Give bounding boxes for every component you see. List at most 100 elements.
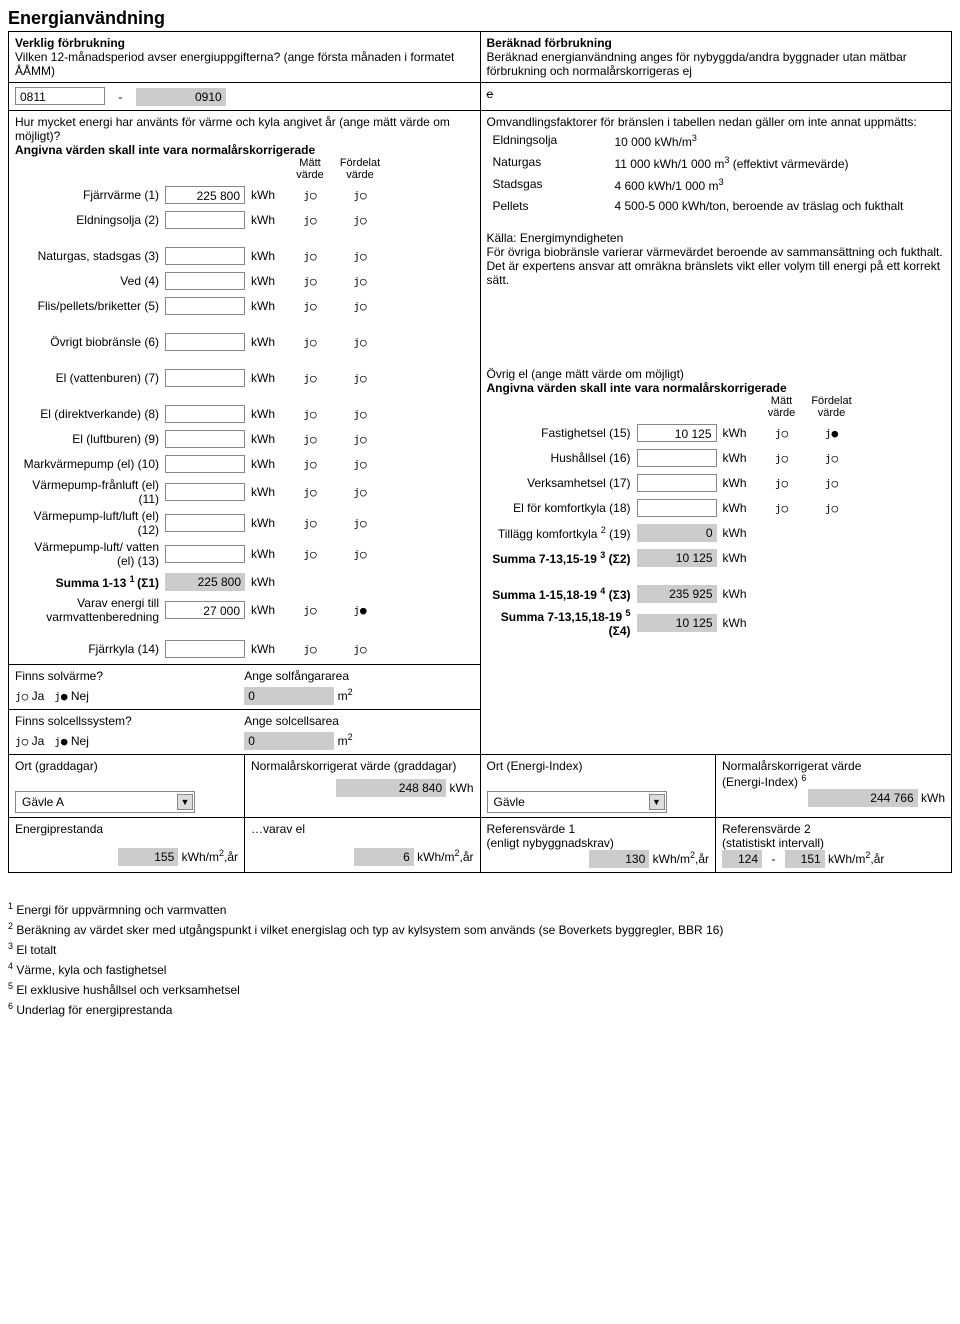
varav-val: 6 xyxy=(354,848,414,866)
input-16[interactable] xyxy=(637,449,717,467)
radio-vvm[interactable]: j○ xyxy=(285,604,335,617)
radio-10m[interactable]: j○ xyxy=(285,458,335,471)
input-11[interactable] xyxy=(165,483,245,501)
solc-area-lbl: Ange solcellsarea xyxy=(244,714,473,728)
solv-nej[interactable]: j● xyxy=(54,690,67,703)
solv-ja[interactable]: j○ xyxy=(15,690,28,703)
source-extra: För övriga biobränsle varierar värmevärd… xyxy=(487,245,946,287)
solc-q: Finns solcellssystem? xyxy=(15,714,244,728)
radio-8m[interactable]: j○ xyxy=(285,408,335,421)
radio-17f[interactable]: j○ xyxy=(807,477,857,490)
input-9[interactable] xyxy=(165,430,245,448)
radio-18m[interactable]: j○ xyxy=(757,502,807,515)
lbl-18: El för komfortkyla (18) xyxy=(487,501,637,515)
unit-1: kWh xyxy=(245,188,285,202)
input-7[interactable] xyxy=(165,369,245,387)
radio-10f[interactable]: j○ xyxy=(335,458,385,471)
radio-9f[interactable]: j○ xyxy=(335,433,385,446)
cv-k1: Eldningsolja xyxy=(489,131,609,151)
lbl-9: El (luftburen) (9) xyxy=(15,432,165,446)
input-2[interactable] xyxy=(165,211,245,229)
radio-14f[interactable]: j○ xyxy=(335,643,385,656)
radio-11m[interactable]: j○ xyxy=(285,486,335,499)
unit-vv: kWh xyxy=(245,603,285,617)
input-8[interactable] xyxy=(165,405,245,423)
radio-2f[interactable]: j○ xyxy=(335,214,385,227)
radio-5m[interactable]: j○ xyxy=(285,300,335,313)
left-heading: Verklig förbrukning xyxy=(15,36,474,50)
val-19: 0 xyxy=(637,524,717,542)
input-13[interactable] xyxy=(165,545,245,563)
radio-3f[interactable]: j○ xyxy=(335,250,385,263)
fn-4: Värme, kyla och fastighetsel xyxy=(16,963,166,977)
lbl-10: Markvärmepump (el) (10) xyxy=(15,457,165,471)
radio-13m[interactable]: j○ xyxy=(285,548,335,561)
input-6[interactable] xyxy=(165,333,245,351)
unit-10: kWh xyxy=(245,457,285,471)
radio-15m[interactable]: j○ xyxy=(757,427,807,440)
radio-16f[interactable]: j○ xyxy=(807,452,857,465)
ref1-lbl: Referensvärde 1 xyxy=(487,822,710,836)
right-heading: Beräknad förbrukning xyxy=(487,36,946,50)
radio-8f[interactable]: j○ xyxy=(335,408,385,421)
input-4[interactable] xyxy=(165,272,245,290)
input-vv[interactable]: 27 000 xyxy=(165,601,245,619)
ort-ei-select[interactable]: Gävle ▼ xyxy=(487,791,667,813)
solc-ja[interactable]: j○ xyxy=(15,735,28,748)
ort-grad-lbl: Ort (graddagar) xyxy=(15,759,238,773)
unit-s4: kWh xyxy=(717,616,757,630)
radio-5f[interactable]: j○ xyxy=(335,300,385,313)
col-matt: Mätt värde xyxy=(285,157,335,181)
radio-13f[interactable]: j○ xyxy=(335,548,385,561)
radio-16m[interactable]: j○ xyxy=(757,452,807,465)
input-12[interactable] xyxy=(165,514,245,532)
input-10[interactable] xyxy=(165,455,245,473)
cv-k4: Pellets xyxy=(489,197,609,215)
input-1[interactable]: 225 800 xyxy=(165,186,245,204)
unit-2: kWh xyxy=(245,213,285,227)
ref1-sub: (enligt nybyggnadskrav) xyxy=(487,836,710,850)
sum-1: 225 800 xyxy=(165,573,245,591)
radio-12m[interactable]: j○ xyxy=(285,517,335,530)
radio-6f[interactable]: j○ xyxy=(335,336,385,349)
cv-v1: 10 000 kWh/m3 xyxy=(611,131,944,151)
radio-2m[interactable]: j○ xyxy=(285,214,335,227)
ovrig-el-h: Övrig el (ange mätt värde om möjligt) xyxy=(487,367,946,381)
input-5[interactable] xyxy=(165,297,245,315)
radio-14m[interactable]: j○ xyxy=(285,643,335,656)
radio-1m[interactable]: j○ xyxy=(285,189,335,202)
radio-4f[interactable]: j○ xyxy=(335,275,385,288)
input-3[interactable] xyxy=(165,247,245,265)
solc-nej[interactable]: j● xyxy=(54,735,67,748)
radio-11f[interactable]: j○ xyxy=(335,486,385,499)
lbl-ja2: Ja xyxy=(32,734,45,748)
input-15[interactable]: 10 125 xyxy=(637,424,717,442)
radio-17m[interactable]: j○ xyxy=(757,477,807,490)
input-14[interactable] xyxy=(165,640,245,658)
varav-unit: kWh/m2,år xyxy=(417,850,473,864)
ort-grad-select[interactable]: Gävle A ▼ xyxy=(15,791,195,813)
radio-15f[interactable]: j● xyxy=(807,427,857,440)
ep-val: 155 xyxy=(118,848,178,866)
period-from-input[interactable]: 0811 xyxy=(15,87,105,105)
radio-3m[interactable]: j○ xyxy=(285,250,335,263)
m2-1: m2 xyxy=(338,689,353,703)
radio-6m[interactable]: j○ xyxy=(285,336,335,349)
col-matt-r: Mätt värde xyxy=(757,395,807,419)
radio-1f[interactable]: j○ xyxy=(335,189,385,202)
ref1-unit: kWh/m2,år xyxy=(653,852,709,866)
radio-vvf[interactable]: j● xyxy=(335,604,385,617)
radio-4m[interactable]: j○ xyxy=(285,275,335,288)
unit-17: kWh xyxy=(717,476,757,490)
radio-12f[interactable]: j○ xyxy=(335,517,385,530)
input-18[interactable] xyxy=(637,499,717,517)
varav-lbl: …varav el xyxy=(251,822,474,836)
ref2-dash: - xyxy=(765,852,781,866)
left-q2: Hur mycket energi har använts för värme … xyxy=(15,115,474,143)
radio-18f[interactable]: j○ xyxy=(807,502,857,515)
input-17[interactable] xyxy=(637,474,717,492)
radio-7f[interactable]: j○ xyxy=(335,372,385,385)
radio-9m[interactable]: j○ xyxy=(285,433,335,446)
lbl-17: Verksamhetsel (17) xyxy=(487,476,637,490)
radio-7m[interactable]: j○ xyxy=(285,372,335,385)
